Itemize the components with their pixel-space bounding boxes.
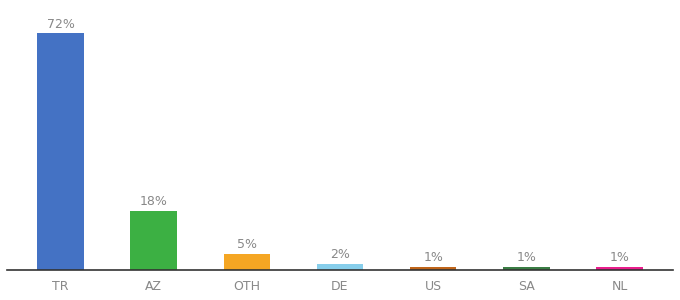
Text: 2%: 2% [330, 248, 350, 261]
Text: 1%: 1% [609, 251, 630, 264]
Bar [37, 33, 84, 270]
Bar [224, 254, 270, 270]
Bar [317, 264, 363, 270]
Bar [596, 267, 643, 270]
Text: 5%: 5% [237, 238, 257, 251]
Bar [503, 267, 549, 270]
Text: 72%: 72% [46, 18, 74, 31]
Text: 1%: 1% [423, 251, 443, 264]
Bar [131, 211, 177, 270]
Bar [410, 267, 456, 270]
Text: 18%: 18% [139, 195, 167, 208]
Text: 1%: 1% [516, 251, 537, 264]
